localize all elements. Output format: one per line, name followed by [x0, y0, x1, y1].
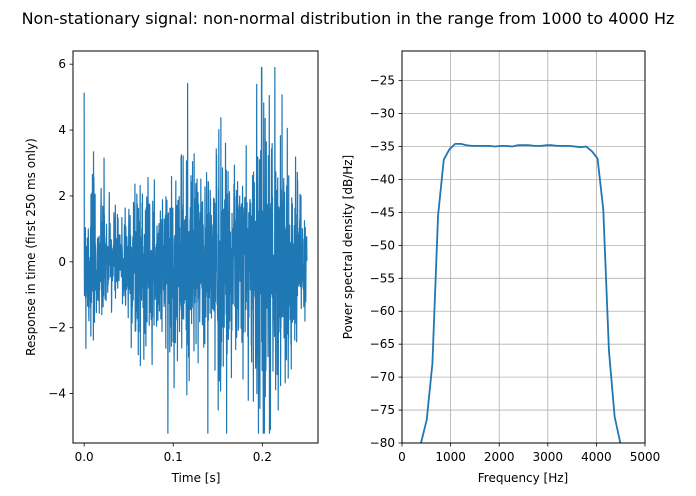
- x-tick-label: 0.1: [164, 450, 183, 464]
- y-tick-label: −40: [370, 172, 395, 186]
- x-tick-label: 3000: [533, 450, 564, 464]
- y-tick-label: −50: [370, 238, 395, 252]
- y-tick-label: −4: [48, 387, 66, 401]
- y-tick-label: 6: [58, 57, 66, 71]
- x-tick-label: 1000: [435, 450, 466, 464]
- time-signal-line: [83, 66, 308, 434]
- y-tick-label: −45: [370, 205, 395, 219]
- psd-series-line: [420, 142, 622, 443]
- y-tick-label: −60: [370, 304, 395, 318]
- y-tick-label: −55: [370, 271, 395, 285]
- time-signal-area: [83, 66, 308, 434]
- y-tick-label: 4: [58, 123, 66, 137]
- y-tick-label: −35: [370, 140, 395, 154]
- right-y-axis-label: Power spectral density [dB/Hz]: [341, 155, 355, 339]
- y-tick-label: −25: [370, 74, 395, 88]
- left-y-axis-label: Response in time (first 250 ms only): [24, 138, 38, 356]
- psd-curve-area: [420, 142, 622, 443]
- y-tick-label: −75: [370, 403, 395, 417]
- y-tick-label: 0: [58, 255, 66, 269]
- x-tick-label: 0.2: [253, 450, 272, 464]
- x-tick-label: 5000: [630, 450, 661, 464]
- figure-title: Non-stationary signal: non-normal distri…: [22, 9, 675, 28]
- right-x-axis-label: Frequency [Hz]: [478, 471, 569, 485]
- x-tick-label: 2000: [484, 450, 515, 464]
- x-tick-label: 4000: [581, 450, 612, 464]
- y-tick-label: −30: [370, 107, 395, 121]
- right-axes-frame: [401, 50, 646, 444]
- x-tick-label: 0: [398, 450, 406, 464]
- y-tick-label: −80: [370, 436, 395, 450]
- x-tick-label: 0.0: [75, 450, 94, 464]
- left-x-axis-label: Time [s]: [171, 471, 221, 485]
- y-tick-label: −65: [370, 337, 395, 351]
- left-axes-frame: [72, 50, 319, 444]
- time-response-plot: 0.0 0.1 0.2 −4 −2 0 2 4 6 Time [s] Response in t…: [24, 50, 319, 485]
- y-tick-label: −70: [370, 370, 395, 384]
- y-tick-label: 2: [58, 189, 66, 203]
- right-axes-ticks: 0 1000 2000 3000 4000 5000 −80 −75 −70 −65 −60 −55 −…: [370, 74, 661, 464]
- y-tick-label: −2: [48, 321, 66, 335]
- right-axes-grid: [401, 51, 646, 444]
- left-axes-ticks: 0.0 0.1 0.2 −4 −2 0 2 4 6: [48, 57, 272, 464]
- psd-plot: 0 1000 2000 3000 4000 5000 −80 −75 −70 −65 −60 −55 −…: [341, 50, 661, 485]
